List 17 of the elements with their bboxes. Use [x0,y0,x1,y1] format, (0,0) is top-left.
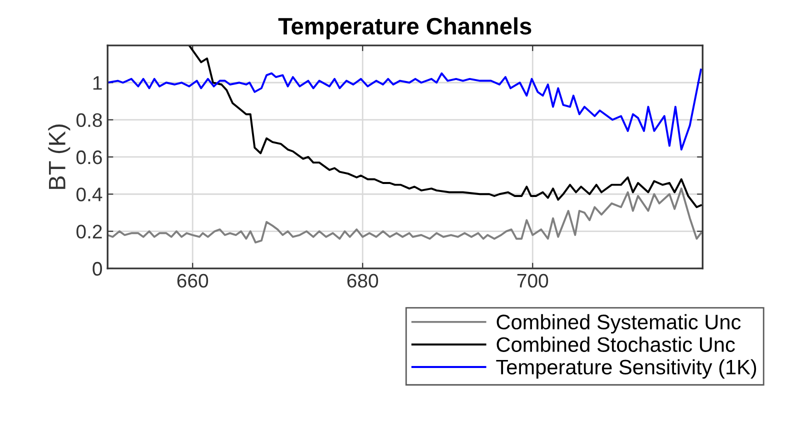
line-series [108,188,702,244]
x-tick-label: 680 [347,274,378,288]
x-tick-label: 700 [517,274,548,288]
legend-label: Combined Stochastic Unc [496,336,735,352]
y-tick-label: 0.8 [76,113,102,128]
legend-label: Temperature Sensitivity (1K) [496,359,756,379]
y-tick-label: 0.2 [76,224,102,239]
x-tick-label: 660 [177,274,208,288]
y-tick-label: 0 [92,262,102,276]
legend-label: Combined Systematic Unc [496,314,741,334]
chart-title: Temperature Channels [278,17,532,40]
y-tick-label: 0.4 [76,188,102,202]
y-tick-label: 1 [93,76,102,90]
line-series [108,68,702,151]
y-tick-label: 0.6 [76,150,102,164]
y-axis-title: BT (K) [48,124,70,189]
line-series [188,45,702,208]
